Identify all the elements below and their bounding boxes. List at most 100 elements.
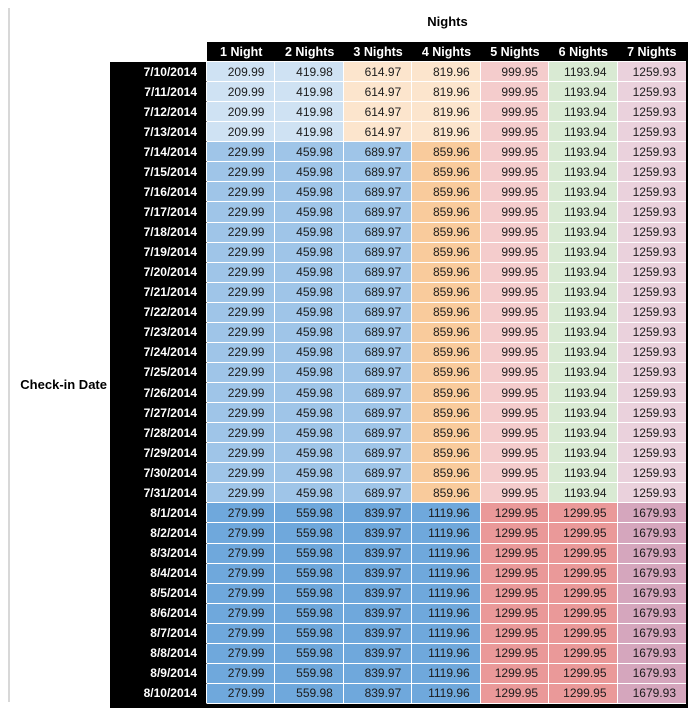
- price-cell[interactable]: 1259.93: [617, 262, 686, 283]
- price-cell[interactable]: 1193.94: [549, 222, 618, 243]
- price-cell[interactable]: 1299.95: [480, 563, 550, 584]
- price-cell[interactable]: 614.97: [343, 82, 413, 103]
- price-cell[interactable]: 229.99: [207, 483, 276, 504]
- price-cell[interactable]: 839.97: [343, 583, 413, 604]
- price-cell[interactable]: 999.95: [480, 242, 550, 263]
- price-cell[interactable]: 859.96: [412, 342, 481, 363]
- price-cell[interactable]: 1193.94: [549, 463, 618, 484]
- price-cell[interactable]: 999.95: [480, 182, 550, 203]
- row-date[interactable]: 8/3/2014: [110, 543, 207, 564]
- row-date[interactable]: 7/10/2014: [110, 62, 207, 83]
- price-cell[interactable]: 1299.95: [480, 543, 550, 564]
- price-cell[interactable]: 859.96: [412, 202, 481, 223]
- price-cell[interactable]: 559.98: [275, 503, 344, 524]
- price-cell[interactable]: 999.95: [480, 222, 550, 243]
- price-cell[interactable]: 1299.95: [549, 543, 618, 564]
- price-cell[interactable]: 459.98: [275, 222, 344, 243]
- price-cell[interactable]: 859.96: [412, 443, 481, 464]
- price-cell[interactable]: 229.99: [207, 302, 276, 323]
- price-cell[interactable]: 1299.95: [549, 503, 618, 524]
- price-cell[interactable]: 1259.93: [617, 162, 686, 183]
- row-date[interactable]: 7/31/2014: [110, 483, 207, 504]
- price-cell[interactable]: 559.98: [275, 643, 344, 664]
- row-date[interactable]: 8/6/2014: [110, 603, 207, 624]
- price-cell[interactable]: 999.95: [480, 302, 550, 323]
- price-cell[interactable]: 999.95: [480, 463, 550, 484]
- price-cell[interactable]: 279.99: [207, 583, 276, 604]
- price-cell[interactable]: 1119.96: [412, 623, 481, 644]
- row-date[interactable]: 7/29/2014: [110, 443, 207, 464]
- price-cell[interactable]: 1259.93: [617, 142, 686, 163]
- price-cell[interactable]: 839.97: [343, 683, 413, 704]
- price-cell[interactable]: 819.96: [412, 82, 481, 103]
- price-cell[interactable]: 999.95: [480, 142, 550, 163]
- price-cell[interactable]: 859.96: [412, 483, 481, 504]
- column-header-5-nights[interactable]: 5 Nights: [480, 42, 550, 62]
- price-cell[interactable]: 999.95: [480, 262, 550, 283]
- price-cell[interactable]: 1193.94: [549, 242, 618, 263]
- price-cell[interactable]: 1119.96: [412, 563, 481, 584]
- price-cell[interactable]: 1193.94: [549, 282, 618, 303]
- price-cell[interactable]: 999.95: [480, 162, 550, 183]
- price-cell[interactable]: 839.97: [343, 563, 413, 584]
- price-cell[interactable]: 999.95: [480, 102, 550, 123]
- price-cell[interactable]: 1259.93: [617, 222, 686, 243]
- price-cell[interactable]: 859.96: [412, 383, 481, 404]
- price-cell[interactable]: 229.99: [207, 222, 276, 243]
- price-cell[interactable]: 1679.93: [617, 563, 686, 584]
- price-cell[interactable]: 459.98: [275, 202, 344, 223]
- price-cell[interactable]: 229.99: [207, 242, 276, 263]
- price-cell[interactable]: 999.95: [480, 383, 550, 404]
- row-date[interactable]: 7/20/2014: [110, 262, 207, 283]
- row-date[interactable]: 7/15/2014: [110, 162, 207, 183]
- price-cell[interactable]: 859.96: [412, 282, 481, 303]
- price-cell[interactable]: 459.98: [275, 262, 344, 283]
- price-cell[interactable]: 689.97: [343, 142, 413, 163]
- price-cell[interactable]: 1259.93: [617, 102, 686, 123]
- price-cell[interactable]: 1299.95: [480, 523, 550, 544]
- price-cell[interactable]: 689.97: [343, 182, 413, 203]
- price-cell[interactable]: 1299.95: [480, 603, 550, 624]
- price-cell[interactable]: 1259.93: [617, 182, 686, 203]
- price-cell[interactable]: 689.97: [343, 262, 413, 283]
- price-cell[interactable]: 1193.94: [549, 62, 618, 83]
- price-cell[interactable]: 1259.93: [617, 322, 686, 343]
- price-cell[interactable]: 229.99: [207, 262, 276, 283]
- row-date[interactable]: 7/22/2014: [110, 302, 207, 323]
- price-cell[interactable]: 1679.93: [617, 543, 686, 564]
- price-cell[interactable]: 1259.93: [617, 242, 686, 263]
- price-cell[interactable]: 1193.94: [549, 322, 618, 343]
- price-cell[interactable]: 999.95: [480, 122, 550, 143]
- price-cell[interactable]: 279.99: [207, 543, 276, 564]
- price-cell[interactable]: 209.99: [207, 122, 276, 143]
- price-cell[interactable]: 859.96: [412, 262, 481, 283]
- price-cell[interactable]: 614.97: [343, 122, 413, 143]
- column-header-3-nights[interactable]: 3 Nights: [343, 42, 413, 62]
- price-cell[interactable]: 1259.93: [617, 302, 686, 323]
- price-cell[interactable]: 689.97: [343, 242, 413, 263]
- price-cell[interactable]: 1259.93: [617, 443, 686, 464]
- price-cell[interactable]: 839.97: [343, 663, 413, 684]
- price-cell[interactable]: 1119.96: [412, 643, 481, 664]
- price-cell[interactable]: 1299.95: [549, 603, 618, 624]
- price-cell[interactable]: 279.99: [207, 563, 276, 584]
- price-cell[interactable]: 689.97: [343, 202, 413, 223]
- row-date[interactable]: 8/7/2014: [110, 623, 207, 644]
- price-cell[interactable]: 1193.94: [549, 82, 618, 103]
- price-cell[interactable]: 1259.93: [617, 463, 686, 484]
- price-cell[interactable]: 1679.93: [617, 583, 686, 604]
- price-cell[interactable]: 999.95: [480, 362, 550, 383]
- price-cell[interactable]: 1259.93: [617, 403, 686, 424]
- price-cell[interactable]: 689.97: [343, 342, 413, 363]
- column-header-4-nights[interactable]: 4 Nights: [412, 42, 481, 62]
- price-cell[interactable]: 1679.93: [617, 623, 686, 644]
- price-cell[interactable]: 559.98: [275, 663, 344, 684]
- price-cell[interactable]: 999.95: [480, 82, 550, 103]
- price-cell[interactable]: 689.97: [343, 322, 413, 343]
- price-cell[interactable]: 559.98: [275, 543, 344, 564]
- row-date[interactable]: 7/17/2014: [110, 202, 207, 223]
- row-date[interactable]: 7/14/2014: [110, 142, 207, 163]
- price-cell[interactable]: 1193.94: [549, 142, 618, 163]
- price-cell[interactable]: 279.99: [207, 603, 276, 624]
- price-cell[interactable]: 279.99: [207, 643, 276, 664]
